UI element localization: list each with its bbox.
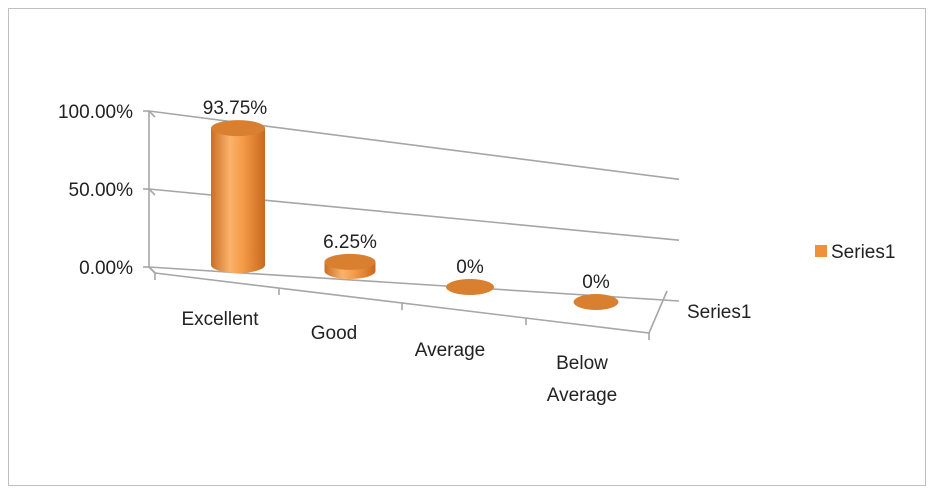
bar-body [211,128,265,273]
y-tick-label: 0.00% [79,258,133,279]
x-tick-label: Excellent [181,309,259,330]
bar-good [324,253,376,279]
bar-top [446,279,494,295]
data-label: 93.75% [203,98,268,119]
x-tick-label: Average [547,385,617,406]
floor-left-edge [148,266,156,274]
bar-top [324,253,376,270]
legend: Series1 [815,242,895,263]
y-tick-label: 50.00% [69,180,134,201]
x-tick-label: Below [556,353,608,374]
y-tick-label: 100.00% [58,102,133,123]
axes: 0.00% 50.00% 100.00% [58,102,668,340]
depth-axis-label: Series1 [687,302,751,323]
bar-top [211,120,265,137]
bar-average [446,279,494,295]
chart-frame: 0.00% 50.00% 100.00% 93.75% 6.25% 0% 0% Excell… [8,8,926,486]
data-label: 6.25% [323,232,377,253]
x-tick-label: Good [311,323,357,344]
legend-swatch [815,245,827,257]
data-label: 0% [456,257,484,278]
x-tick-label: Average [415,340,485,361]
legend-label: Series1 [831,242,895,263]
bar-chart: 0.00% 50.00% 100.00% 93.75% 6.25% 0% 0% Excell… [58,98,895,406]
gridline-side [148,188,156,196]
floor-right-edge [648,290,668,334]
bars [211,120,619,310]
bar-excellent [211,120,265,273]
bar-top [573,294,619,310]
bar-below-average [573,294,619,310]
gridline-side [148,110,156,118]
labels: 93.75% 6.25% 0% 0% Excellent Good Average Below… [181,98,751,406]
data-label: 0% [582,272,610,293]
